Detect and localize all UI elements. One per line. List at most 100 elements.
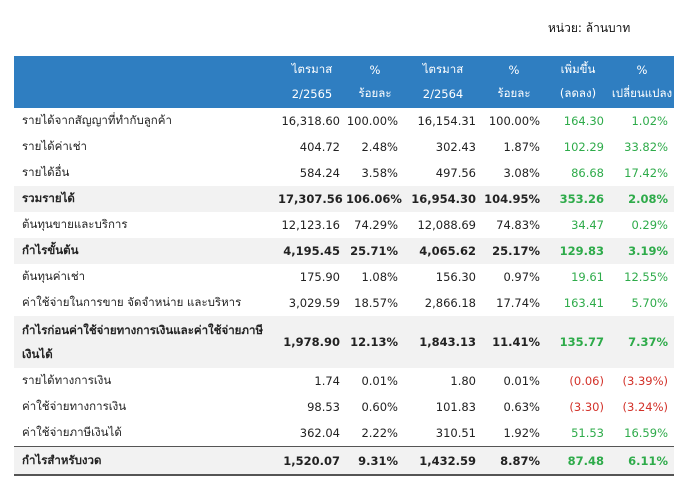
q2-2564-percent: 1.87%: [503, 140, 540, 154]
change-percent: 17.42%: [624, 166, 668, 180]
q2-2564-value: 101.83: [435, 400, 476, 414]
table-row: กำไรขั้นต้น 4,195.45 25.71% 4,065.62 25.17% 1…: [14, 238, 674, 264]
change-percent: 1.02%: [631, 114, 668, 128]
table-row: รายได้จากสัญญาที่ทำกับลูกค้า 16,318.60 100…: [14, 108, 674, 134]
change-percent: 6.11%: [610, 446, 674, 476]
q2-2565-percent: 3.58%: [361, 166, 398, 180]
change-percent: (3.24%): [622, 400, 668, 414]
q2-2565-percent: 0.01%: [361, 374, 398, 388]
q2-2565-value: 16,318.60: [281, 114, 340, 128]
q2-2565-percent: 2.22%: [361, 426, 398, 440]
header-cell: %: [636, 63, 648, 77]
q2-2565-value: 98.53: [307, 400, 340, 414]
change-percent: 0.29%: [631, 218, 668, 232]
change-value: 164.30: [563, 114, 604, 128]
q2-2564-value: 12,088.69: [417, 218, 476, 232]
change-value: 102.29: [563, 140, 604, 154]
q2-2564-percent: 0.63%: [503, 400, 540, 414]
q2-2565-percent: 74.29%: [354, 218, 398, 232]
q2-2565-value: 362.04: [299, 426, 340, 440]
header-row-2: 2/2565 ร้อยละ 2/2564 ร้อยละ (ลดลง) เปลี่…: [14, 82, 674, 108]
change-value: 163.41: [563, 296, 604, 310]
q2-2565-value: 175.90: [299, 270, 340, 284]
table-row: รายได้ทางการเงิน 1.74 0.01% 1.80 0.01% (0.06)…: [14, 368, 674, 394]
q2-2564-percent: 25.17%: [482, 238, 546, 264]
q2-2565-value: 4,195.45: [278, 238, 346, 264]
table-row: ค่าใช้จ่ายภาษีเงินได้ 362.04 2.22% 310.51 1.…: [14, 420, 674, 447]
q2-2564-value: 1,843.13: [404, 316, 482, 368]
table-row: กำไรก่อนค่าใช้จ่ายทางการเงินและค่าใช้จ่า…: [14, 316, 674, 368]
row-label: กำไรก่อนค่าใช้จ่ายทางการเงินและค่าใช้จ่า…: [14, 316, 278, 368]
change-value: 87.48: [546, 446, 610, 476]
header-cell: เพิ่มขึ้น: [560, 62, 596, 76]
row-label: รายได้อื่น: [22, 165, 70, 179]
change-value: (0.06): [569, 374, 604, 388]
q2-2565-percent: 106.06%: [346, 186, 404, 212]
table-body: รายได้จากสัญญาที่ทำกับลูกค้า 16,318.60 100…: [14, 108, 674, 476]
q2-2564-percent: 1.92%: [503, 426, 540, 440]
q2-2565-value: 1,520.07: [278, 446, 346, 476]
row-label: ค่าใช้จ่ายภาษีเงินได้: [22, 425, 122, 439]
row-label: ต้นทุนค่าเช่า: [22, 269, 86, 283]
row-label: กำไรสำหรับงวด: [14, 446, 278, 476]
q2-2565-value: 1,978.90: [278, 316, 346, 368]
header-cell: ไตรมาส: [291, 62, 333, 76]
header-cell: [14, 56, 278, 82]
header-cell: %: [369, 63, 381, 77]
change-value: (3.30): [569, 400, 604, 414]
header-cell: (ลดลง): [559, 86, 597, 100]
q2-2564-value: 16,154.31: [417, 114, 476, 128]
row-label: รายได้จากสัญญาที่ทำกับลูกค้า: [22, 113, 172, 127]
q2-2564-percent: 104.95%: [482, 186, 546, 212]
row-label: รวมรายได้: [14, 186, 278, 212]
change-percent: 33.82%: [624, 140, 668, 154]
change-value: 129.83: [546, 238, 610, 264]
change-value: 86.68: [571, 166, 604, 180]
q2-2565-percent: 12.13%: [346, 316, 404, 368]
table-row: ต้นทุนขายและบริการ 12,123.16 74.29% 12,088.…: [14, 212, 674, 238]
q2-2565-percent: 1.08%: [361, 270, 398, 284]
row-label: รายได้ทางการเงิน: [22, 373, 112, 387]
q2-2565-value: 17,307.56: [278, 186, 346, 212]
q2-2564-percent: 74.83%: [496, 218, 540, 232]
change-value: 34.47: [571, 218, 604, 232]
q2-2564-value: 310.51: [435, 426, 476, 440]
change-value: 51.53: [571, 426, 604, 440]
q2-2564-value: 302.43: [435, 140, 476, 154]
q2-2564-value: 1.80: [450, 374, 476, 388]
header-row-1: ไตรมาส % ไตรมาส % เพิ่มขึ้น %: [14, 56, 674, 82]
q2-2565-value: 12,123.16: [281, 218, 340, 232]
q2-2565-percent: 100.00%: [346, 114, 398, 128]
row-label: ค่าใช้จ่ายในการขาย จัดจำหน่าย และบริหาร: [22, 295, 242, 309]
q2-2564-percent: 0.01%: [503, 374, 540, 388]
change-percent: 7.37%: [610, 316, 674, 368]
table-row: รายได้อื่น 584.24 3.58% 497.56 3.08% 86.68 17.…: [14, 160, 674, 186]
q2-2564-percent: 3.08%: [503, 166, 540, 180]
change-percent: 12.55%: [624, 270, 668, 284]
table-row: ค่าใช้จ่ายทางการเงิน 98.53 0.60% 101.83 0.63…: [14, 394, 674, 420]
q2-2565-value: 584.24: [299, 166, 340, 180]
unit-label: หน่วย: ล้านบาท: [548, 21, 631, 35]
q2-2564-percent: 11.41%: [482, 316, 546, 368]
header-cell: 2/2565: [291, 87, 333, 101]
q2-2565-value: 1.74: [314, 374, 340, 388]
table-row: รายได้ค่าเช่า 404.72 2.48% 302.43 1.87% 102.2…: [14, 134, 674, 160]
change-percent: 5.70%: [631, 296, 668, 310]
header-cell: ไตรมาส: [422, 62, 464, 76]
table-row: รวมรายได้ 17,307.56 106.06% 16,954.30 104.95…: [14, 186, 674, 212]
header-cell: [14, 82, 278, 108]
q2-2565-percent: 9.31%: [346, 446, 404, 476]
q2-2565-percent: 2.48%: [361, 140, 398, 154]
row-label: กำไรขั้นต้น: [14, 238, 278, 264]
q2-2565-percent: 18.57%: [354, 296, 398, 310]
change-value: 135.77: [546, 316, 610, 368]
header-cell: ร้อยละ: [497, 86, 531, 100]
q2-2564-percent: 17.74%: [496, 296, 540, 310]
income-statement-table: ไตรมาส % ไตรมาส % เพิ่มขึ้น % 2/2565 ร้อ…: [14, 56, 674, 476]
change-percent: 3.19%: [610, 238, 674, 264]
row-label: รายได้ค่าเช่า: [22, 139, 87, 153]
table-row: ค่าใช้จ่ายในการขาย จัดจำหน่าย และบริหาร 3…: [14, 290, 674, 316]
row-label: ต้นทุนขายและบริการ: [22, 217, 128, 231]
q2-2564-percent: 0.97%: [503, 270, 540, 284]
q2-2564-value: 4,065.62: [404, 238, 482, 264]
